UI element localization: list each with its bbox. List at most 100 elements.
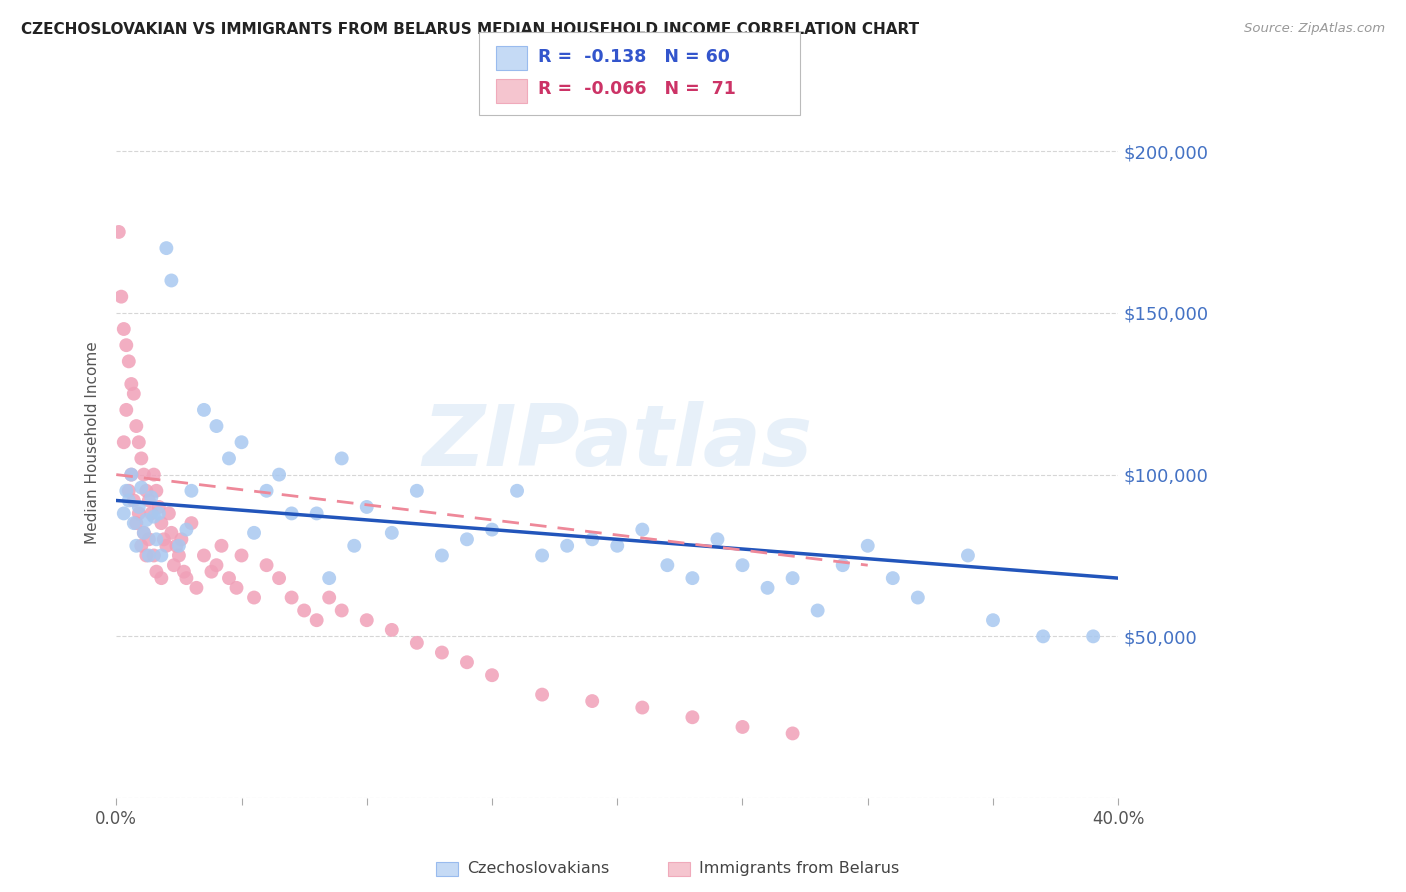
Point (531, 549, 554, 563)
Point (118, 493, 141, 508)
Point (115, 483, 138, 498)
Point (141, 490, 163, 504)
Point (211, 539, 233, 553)
Point (145, 533, 167, 547)
Point (115, 338, 138, 352)
Point (555, 539, 578, 553)
Point (180, 516, 202, 530)
Point (122, 516, 145, 530)
Point (165, 539, 187, 553)
Point (907, 591, 929, 605)
Text: Czechoslovakians: Czechoslovakians (467, 862, 609, 876)
Point (122, 386, 145, 401)
Point (150, 516, 173, 530)
Text: Source: ZipAtlas.com: Source: ZipAtlas.com (1244, 22, 1385, 36)
Point (160, 273, 183, 287)
Point (200, 565, 222, 579)
Point (148, 500, 170, 514)
Point (956, 549, 979, 563)
Point (318, 591, 340, 605)
Point (218, 571, 240, 585)
Point (856, 539, 879, 553)
Point (218, 451, 240, 466)
Point (330, 603, 353, 617)
Point (280, 591, 302, 605)
Point (131, 481, 153, 495)
Point (128, 500, 150, 514)
Point (135, 549, 157, 563)
Point (142, 549, 165, 563)
Point (343, 539, 366, 553)
Point (160, 525, 183, 540)
Point (330, 451, 353, 466)
Point (155, 241, 177, 255)
Point (756, 581, 779, 595)
Point (131, 451, 153, 466)
Text: R =  -0.066   N =  71: R = -0.066 N = 71 (538, 80, 737, 98)
Point (110, 290, 132, 304)
Point (657, 558, 679, 573)
Point (128, 435, 150, 450)
Point (456, 655, 478, 669)
Point (280, 507, 302, 521)
Point (456, 533, 478, 547)
Point (706, 533, 728, 547)
Point (193, 403, 215, 417)
Point (180, 483, 202, 498)
Point (1083, 629, 1105, 643)
Point (405, 483, 427, 498)
Point (256, 558, 278, 573)
Point (132, 525, 155, 540)
Point (243, 525, 266, 540)
Point (132, 525, 155, 540)
Point (882, 571, 904, 585)
Point (148, 507, 170, 521)
Point (481, 668, 503, 682)
Point (681, 710, 703, 724)
Point (731, 720, 754, 734)
Point (193, 549, 215, 563)
Point (305, 613, 328, 627)
Point (135, 483, 157, 498)
Text: ZIPatlas: ZIPatlas (422, 401, 813, 483)
Point (807, 603, 830, 617)
Point (356, 613, 378, 627)
Point (225, 581, 247, 595)
Point (186, 581, 208, 595)
Point (256, 483, 278, 498)
Point (430, 549, 453, 563)
Point (231, 549, 253, 563)
Point (125, 539, 148, 553)
Point (142, 467, 165, 482)
Point (150, 571, 173, 585)
Point (155, 539, 177, 553)
Point (631, 523, 654, 537)
Point (135, 513, 157, 527)
Point (157, 507, 180, 521)
Point (163, 558, 186, 573)
Point (138, 493, 160, 508)
Point (112, 507, 135, 521)
Point (120, 377, 142, 392)
Point (138, 549, 160, 563)
Point (481, 523, 503, 537)
Point (606, 539, 628, 553)
Point (125, 516, 148, 530)
Point (305, 507, 328, 521)
Point (405, 636, 427, 650)
Point (141, 507, 163, 521)
Point (205, 419, 228, 434)
Point (142, 509, 165, 524)
Point (132, 467, 155, 482)
Text: R =  -0.138   N = 60: R = -0.138 N = 60 (538, 48, 730, 66)
Point (506, 483, 529, 498)
Point (681, 571, 703, 585)
Point (176, 523, 198, 537)
Point (782, 571, 804, 585)
Point (122, 493, 145, 508)
Text: CZECHOSLOVAKIAN VS IMMIGRANTS FROM BELARUS MEDIAN HOUSEHOLD INCOME CORRELATION C: CZECHOSLOVAKIAN VS IMMIGRANTS FROM BELAR… (21, 22, 920, 37)
Point (173, 565, 195, 579)
Point (205, 558, 228, 573)
Point (318, 571, 340, 585)
Point (831, 558, 853, 573)
